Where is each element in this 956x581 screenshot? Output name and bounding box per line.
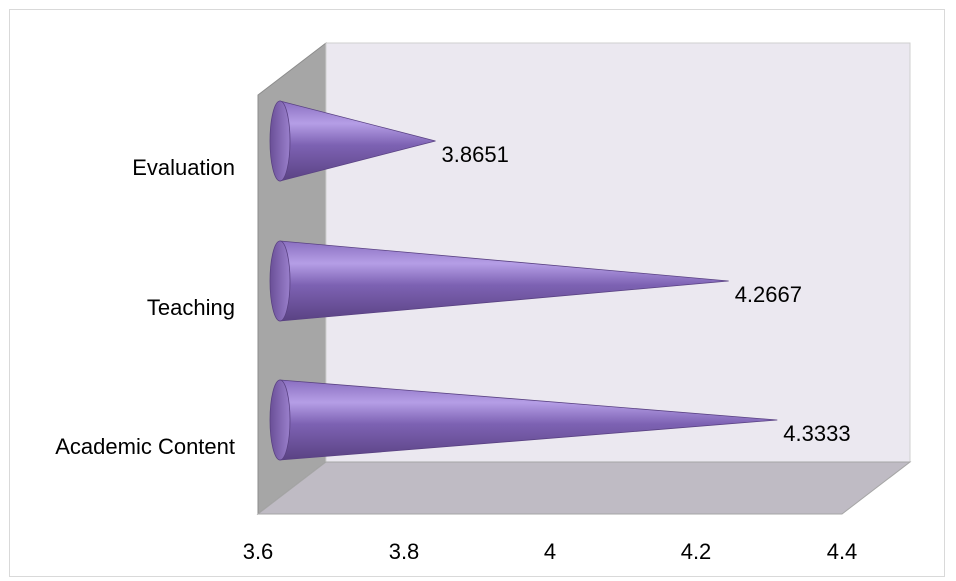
floor <box>256 461 912 515</box>
chart-marks: 4.3333 Academic Content 4.2667 Teaching 3.86… <box>55 100 858 564</box>
x-tick-label: 4.2 <box>681 539 712 564</box>
cone-base <box>269 240 291 322</box>
x-tick-label: 4.4 <box>827 539 858 564</box>
category-label: Evaluation <box>132 155 235 180</box>
data-label: 4.3333 <box>783 421 850 446</box>
category-label: Academic Content <box>55 434 235 459</box>
x-tick-label: 3.6 <box>243 539 274 564</box>
data-label: 3.8651 <box>442 142 509 167</box>
category-label: Teaching <box>147 295 235 320</box>
x-tick-label: 3.8 <box>389 539 420 564</box>
cone-base <box>269 379 291 461</box>
cone-base <box>269 100 291 182</box>
x-tick-label: 4 <box>544 539 556 564</box>
data-label: 4.2667 <box>735 282 802 307</box>
